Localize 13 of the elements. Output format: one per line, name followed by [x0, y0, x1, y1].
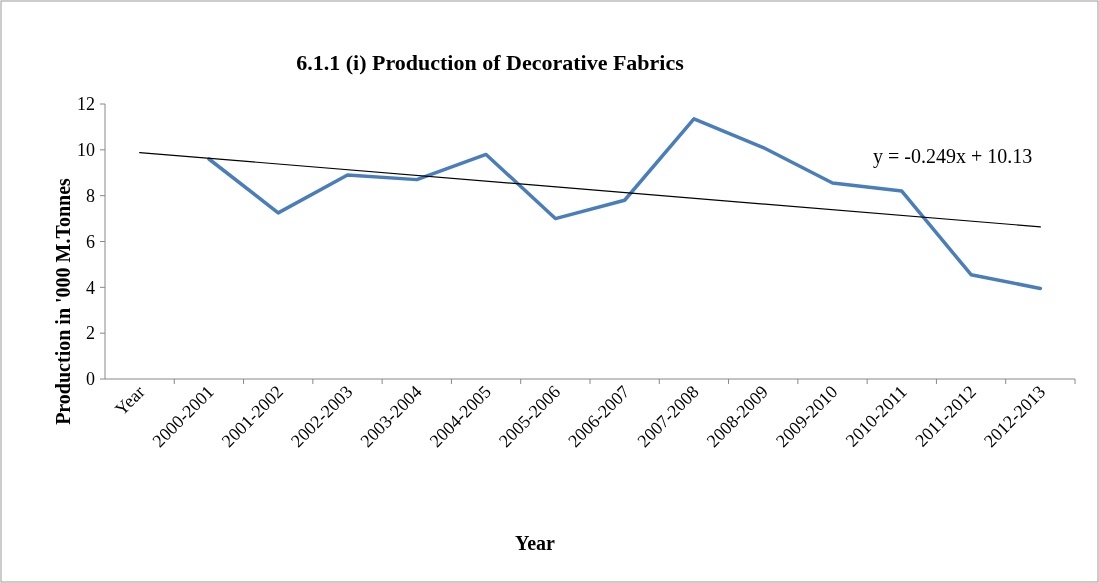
annotation: y = -0.249x + 10.13	[873, 145, 1033, 168]
y-axis-title: Production in '000 M.Tonnes	[52, 177, 74, 425]
y-tick-label: 4	[86, 277, 95, 298]
chart-title: 6.1.1 (i) Production of Decorative Fabrics	[296, 50, 685, 75]
line-series	[207, 117, 1043, 291]
x-axis-title: Year	[515, 532, 556, 554]
y-tick-label: 6	[86, 231, 95, 252]
y-tick-label: 8	[86, 185, 95, 206]
y-tick-label: 12	[77, 94, 95, 115]
x-tick-label: Year	[110, 381, 149, 420]
y-tick-label: 10	[77, 140, 95, 161]
y-tick-label: 2	[86, 323, 95, 344]
y-tick-label: 0	[86, 369, 95, 390]
